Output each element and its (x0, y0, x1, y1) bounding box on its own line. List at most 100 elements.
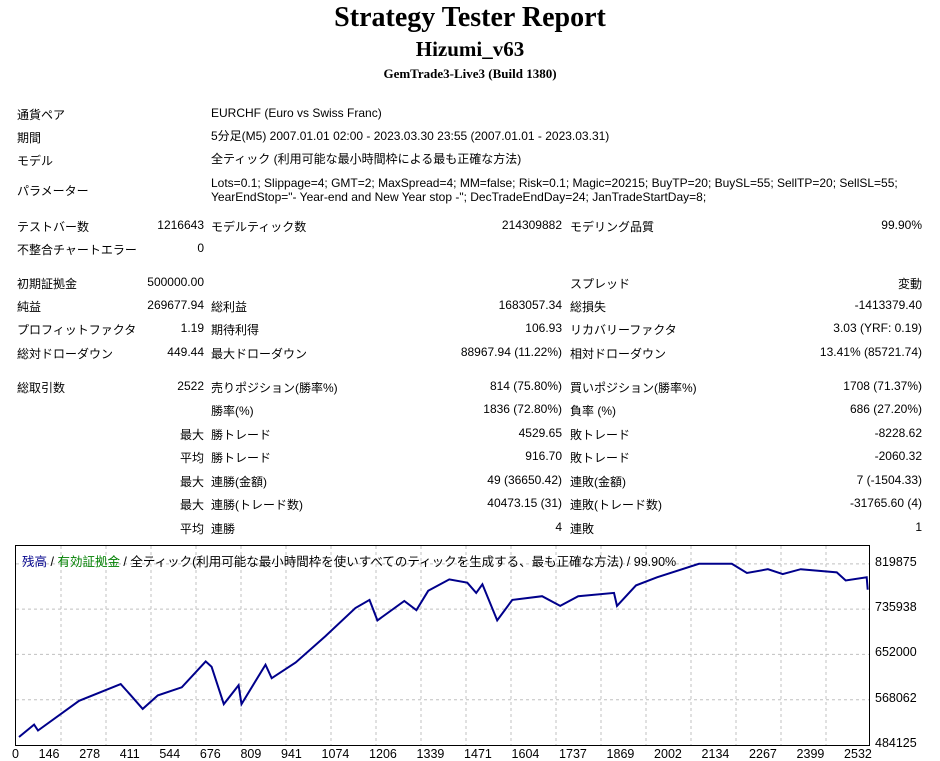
y-tick-label: 735938 (875, 600, 917, 615)
stat-value: 1708 (71.37%) (843, 379, 922, 393)
info-row-symbol: 通貨ペア EURCHF (Euro vs Swiss Franc) (0, 106, 940, 126)
stat-label: 純益 (17, 300, 42, 314)
stat-value: 40473.15 (31) (487, 496, 562, 510)
stats-row: 平均 連勝 4 連敗 1 (0, 520, 940, 540)
x-tick-label: 2267 (749, 747, 777, 761)
balance-line (18, 562, 869, 738)
stat-value: 1836 (72.80%) (483, 402, 562, 416)
x-tick-label: 278 (79, 747, 101, 761)
legend-model: 全ティック(利用可能な最小時間枠を使いすべてのティックを生成する、最も正確な方法… (130, 555, 624, 569)
legend-equity: 有効証拠金 (57, 555, 120, 569)
x-tick-label: 146 (38, 747, 60, 761)
stat-value: 4529.65 (518, 426, 562, 440)
stat-value: 686 (27.20%) (849, 402, 922, 416)
info-value: 5分足(M5) 2007.01.01 02:00 - 2023.03.30 23… (211, 129, 610, 143)
stat-label: 売りポジション(勝率%) (211, 381, 338, 395)
info-value: Lots=0.1; Slippage=4; GMT=2; MaxSpread=4… (211, 176, 898, 190)
stat-label: 勝率(%) (211, 404, 254, 418)
x-tick-label: 2399 (796, 747, 825, 761)
stat-label: プロフィットファクタ (17, 323, 137, 337)
stat-value: -31765.60 (4) (849, 496, 922, 510)
stat-value: 214309882 (501, 218, 562, 232)
stat-value: -8228.62 (874, 426, 922, 440)
stat-value: 0 (197, 241, 204, 255)
y-tick-label: 819875 (875, 554, 917, 569)
info-label: 期間 (17, 131, 42, 145)
stat-value: 平均 (179, 522, 204, 536)
chart-plot (16, 546, 869, 745)
balance-chart: 残高 / 有効証拠金 / 全ティック(利用可能な最小時間枠を使いすべてのティック… (15, 545, 870, 746)
stat-label: 連敗(金額) (570, 475, 626, 489)
stat-label: 相対ドローダウン (570, 347, 667, 361)
stat-label: スプレッド (570, 277, 631, 291)
x-axis-labels: 0 146 278 411 544 676 809 941 1074 1206 1339 1471 16… (12, 747, 872, 761)
info-row-model: モデル 全ティック (利用可能な最小時間枠による最も正確な方法) (0, 152, 940, 172)
stat-label: 負率 (%) (570, 404, 616, 418)
x-tick-label: 411 (119, 747, 140, 761)
stat-label: 連勝 (211, 522, 236, 536)
stat-value: 99.90% (881, 218, 922, 232)
stats-row: 総取引数 2522 売りポジション(勝率%) 814 (75.80%) 買いポジション(… (0, 379, 940, 399)
info-row-parameters: パラメーター Lots=0.1; Slippage=4; GMT=2; MaxS… (0, 176, 940, 206)
stat-label: 総取引数 (17, 381, 66, 395)
stats-row: 最大 勝トレード 4529.65 敗トレード -8228.62 (0, 426, 940, 446)
stat-value: 最大 (179, 428, 204, 442)
stat-value: 7 (-1504.33) (856, 473, 922, 487)
stat-value: 1.19 (180, 321, 204, 335)
stat-label: モデルティック数 (211, 220, 307, 234)
stat-label: 不整合チャートエラー (17, 243, 137, 257)
stat-value: 最大 (179, 475, 204, 489)
info-row-period: 期間 5分足(M5) 2007.01.01 02:00 - 2023.03.30… (0, 129, 940, 149)
legend-separator: / (119, 555, 131, 569)
stats-row: テストバー数 1216643 モデルティック数 214309882 モデリング品質 99.… (0, 218, 940, 238)
ea-name: Hizumi_v63 (415, 37, 525, 61)
build-info: GemTrade3-Live3 (Build 1380) (383, 66, 557, 81)
x-tick-label: 676 (199, 747, 221, 761)
legend-separator: / (623, 555, 634, 569)
stat-value: 916.70 (525, 449, 562, 463)
info-value-line2: YearEndStop="- Year-end and New Year sto… (211, 190, 707, 204)
stat-value: 13.41% (85721.74) (819, 345, 922, 359)
x-tick-label: 1869 (606, 747, 635, 761)
stat-label: テストバー数 (17, 220, 90, 234)
x-tick-label: 544 (159, 747, 181, 761)
stat-value: -1413379.40 (854, 298, 922, 312)
stat-value: 平均 (179, 451, 204, 465)
stat-label: 連勝(金額) (211, 475, 267, 489)
stat-label: 総対ドローダウン (17, 347, 114, 361)
stats-row: 不整合チャートエラー 0 (0, 241, 940, 261)
legend-quality: 99.90% (633, 555, 677, 569)
stat-label: 連敗(トレード数) (570, 498, 662, 512)
stat-value: 1216643 (157, 218, 204, 232)
stats-row: 平均 勝トレード 916.70 敗トレード -2060.32 (0, 449, 940, 469)
x-tick-label: 2134 (701, 747, 730, 761)
stat-value: 269677.94 (147, 298, 204, 312)
stats-row: 勝率(%) 1836 (72.80%) 負率 (%) 686 (27.20%) (0, 402, 940, 422)
stat-label: 連敗 (570, 522, 595, 536)
y-tick-label: 484125 (875, 736, 917, 750)
info-value: EURCHF (Euro vs Swiss Franc) (211, 106, 382, 120)
stat-label: 勝トレード (211, 428, 272, 442)
info-value: 全ティック (利用可能な最小時間枠による最も正確な方法) (211, 152, 522, 166)
x-tick-label: 2002 (654, 747, 682, 761)
legend-balance: 残高 (22, 555, 48, 569)
x-tick-label: 1339 (416, 747, 445, 761)
stats-row: プロフィットファクタ 1.19 期待利得 106.93 リカバリーファクタ 3.03 (Y… (0, 321, 940, 341)
stat-value: 1 (915, 520, 922, 534)
stat-value: 最大 (179, 498, 204, 512)
x-tick-label: 941 (281, 747, 302, 761)
x-tick-label: 1604 (511, 747, 540, 761)
stat-value: 500000.00 (147, 275, 204, 289)
stat-value: 4 (555, 520, 562, 534)
stat-value: 変動 (897, 277, 922, 291)
stat-label: リカバリーファクタ (570, 323, 677, 337)
info-label: モデル (17, 154, 54, 168)
stat-label: 期待利得 (211, 323, 260, 337)
report-title: Strategy Tester Report (334, 2, 606, 33)
legend-separator: / (47, 555, 58, 569)
stat-value: 106.93 (525, 321, 562, 335)
x-tick-label: 0 (12, 747, 19, 761)
stat-value: -2060.32 (874, 449, 922, 463)
x-tick-label: 809 (240, 747, 262, 761)
stats-row: 最大 連勝(トレード数) 40473.15 (31) 連敗(トレード数) -31765.… (0, 496, 940, 516)
